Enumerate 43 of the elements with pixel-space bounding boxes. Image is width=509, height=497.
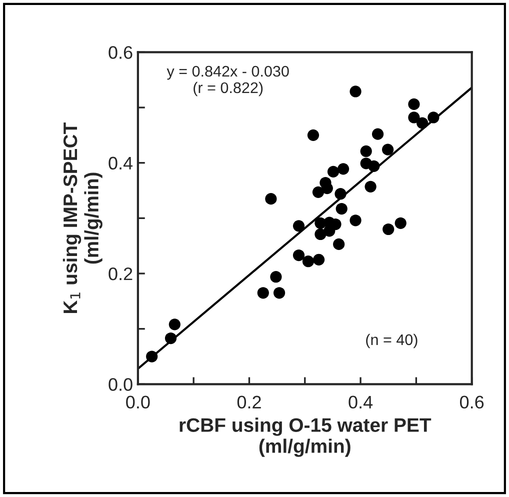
point	[416, 117, 428, 129]
point	[360, 145, 372, 158]
point	[333, 238, 345, 250]
x-tick-label: 0.6	[460, 396, 484, 409]
point	[292, 249, 305, 262]
point	[350, 86, 362, 98]
point	[292, 220, 305, 232]
point	[364, 180, 376, 192]
point	[350, 214, 362, 226]
point	[368, 160, 380, 172]
point	[265, 193, 277, 205]
point	[257, 287, 269, 299]
point	[273, 287, 286, 299]
point	[334, 188, 346, 200]
point	[146, 350, 158, 362]
x-tick-label: 0.4	[348, 396, 373, 409]
point	[307, 129, 320, 141]
point	[408, 112, 420, 124]
point	[382, 144, 394, 156]
y-tick-label: 0.0	[108, 378, 132, 391]
point	[270, 271, 282, 283]
point	[168, 318, 180, 330]
point	[327, 166, 340, 178]
point	[164, 332, 177, 344]
point	[372, 128, 384, 140]
point	[336, 202, 348, 215]
point	[312, 254, 325, 266]
point	[408, 98, 420, 110]
x-tick-label: 0.2	[237, 396, 261, 409]
x-tick-label: 0.0	[126, 396, 150, 409]
y-tick-label: 0.4	[108, 156, 133, 170]
annotation: (n = 40)	[366, 334, 418, 348]
x-axis-title: rCBF using O-15 water PET (ml/g/min)	[180, 418, 432, 457]
point	[337, 163, 350, 175]
annotation: y = 0.842x - 0.030 (r = 0.822)	[166, 66, 289, 96]
point	[394, 217, 406, 229]
point	[428, 112, 440, 124]
y-axis-title: K$_{1}$ using IMP-SPECT (ml/g/min)	[62, 122, 102, 313]
y-tick-label: 0.6	[108, 46, 132, 59]
point	[382, 223, 394, 236]
point	[312, 186, 324, 198]
y-tick-label: 0.2	[108, 267, 132, 280]
point	[302, 256, 314, 268]
